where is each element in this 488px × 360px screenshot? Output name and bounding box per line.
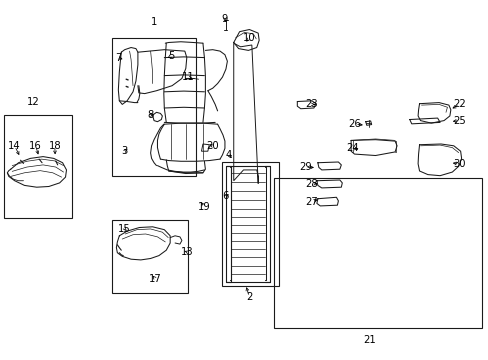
Text: 18: 18 <box>48 141 61 151</box>
Text: 13: 13 <box>181 247 193 257</box>
Text: 22: 22 <box>452 99 465 109</box>
Text: 1: 1 <box>150 17 157 27</box>
Text: 3: 3 <box>122 146 127 156</box>
Text: 26: 26 <box>348 119 361 129</box>
Text: 29: 29 <box>298 162 311 172</box>
Text: 2: 2 <box>245 292 252 302</box>
Text: 7: 7 <box>115 53 122 63</box>
Text: 8: 8 <box>147 110 153 120</box>
Bar <box>222 162 278 286</box>
Bar <box>273 178 481 328</box>
Text: 28: 28 <box>305 179 318 189</box>
Text: 9: 9 <box>221 14 228 24</box>
Text: 5: 5 <box>167 51 174 61</box>
Text: 19: 19 <box>198 202 210 212</box>
Text: 6: 6 <box>222 191 229 201</box>
Text: 4: 4 <box>225 150 231 160</box>
Text: 15: 15 <box>118 224 131 234</box>
Text: 17: 17 <box>149 274 162 284</box>
Text: 12: 12 <box>27 96 40 107</box>
Text: 11: 11 <box>181 72 194 82</box>
Text: 10: 10 <box>243 33 255 43</box>
Bar <box>112 38 195 176</box>
Text: 24: 24 <box>345 143 358 153</box>
Bar <box>112 220 188 293</box>
Text: 20: 20 <box>205 141 218 151</box>
Text: 23: 23 <box>305 99 318 109</box>
Text: 25: 25 <box>452 116 465 126</box>
Text: 16: 16 <box>29 141 42 151</box>
Text: 30: 30 <box>452 159 465 169</box>
Text: 14: 14 <box>8 141 21 151</box>
Text: 27: 27 <box>305 197 318 207</box>
Text: 21: 21 <box>362 335 375 345</box>
Bar <box>4 115 72 218</box>
